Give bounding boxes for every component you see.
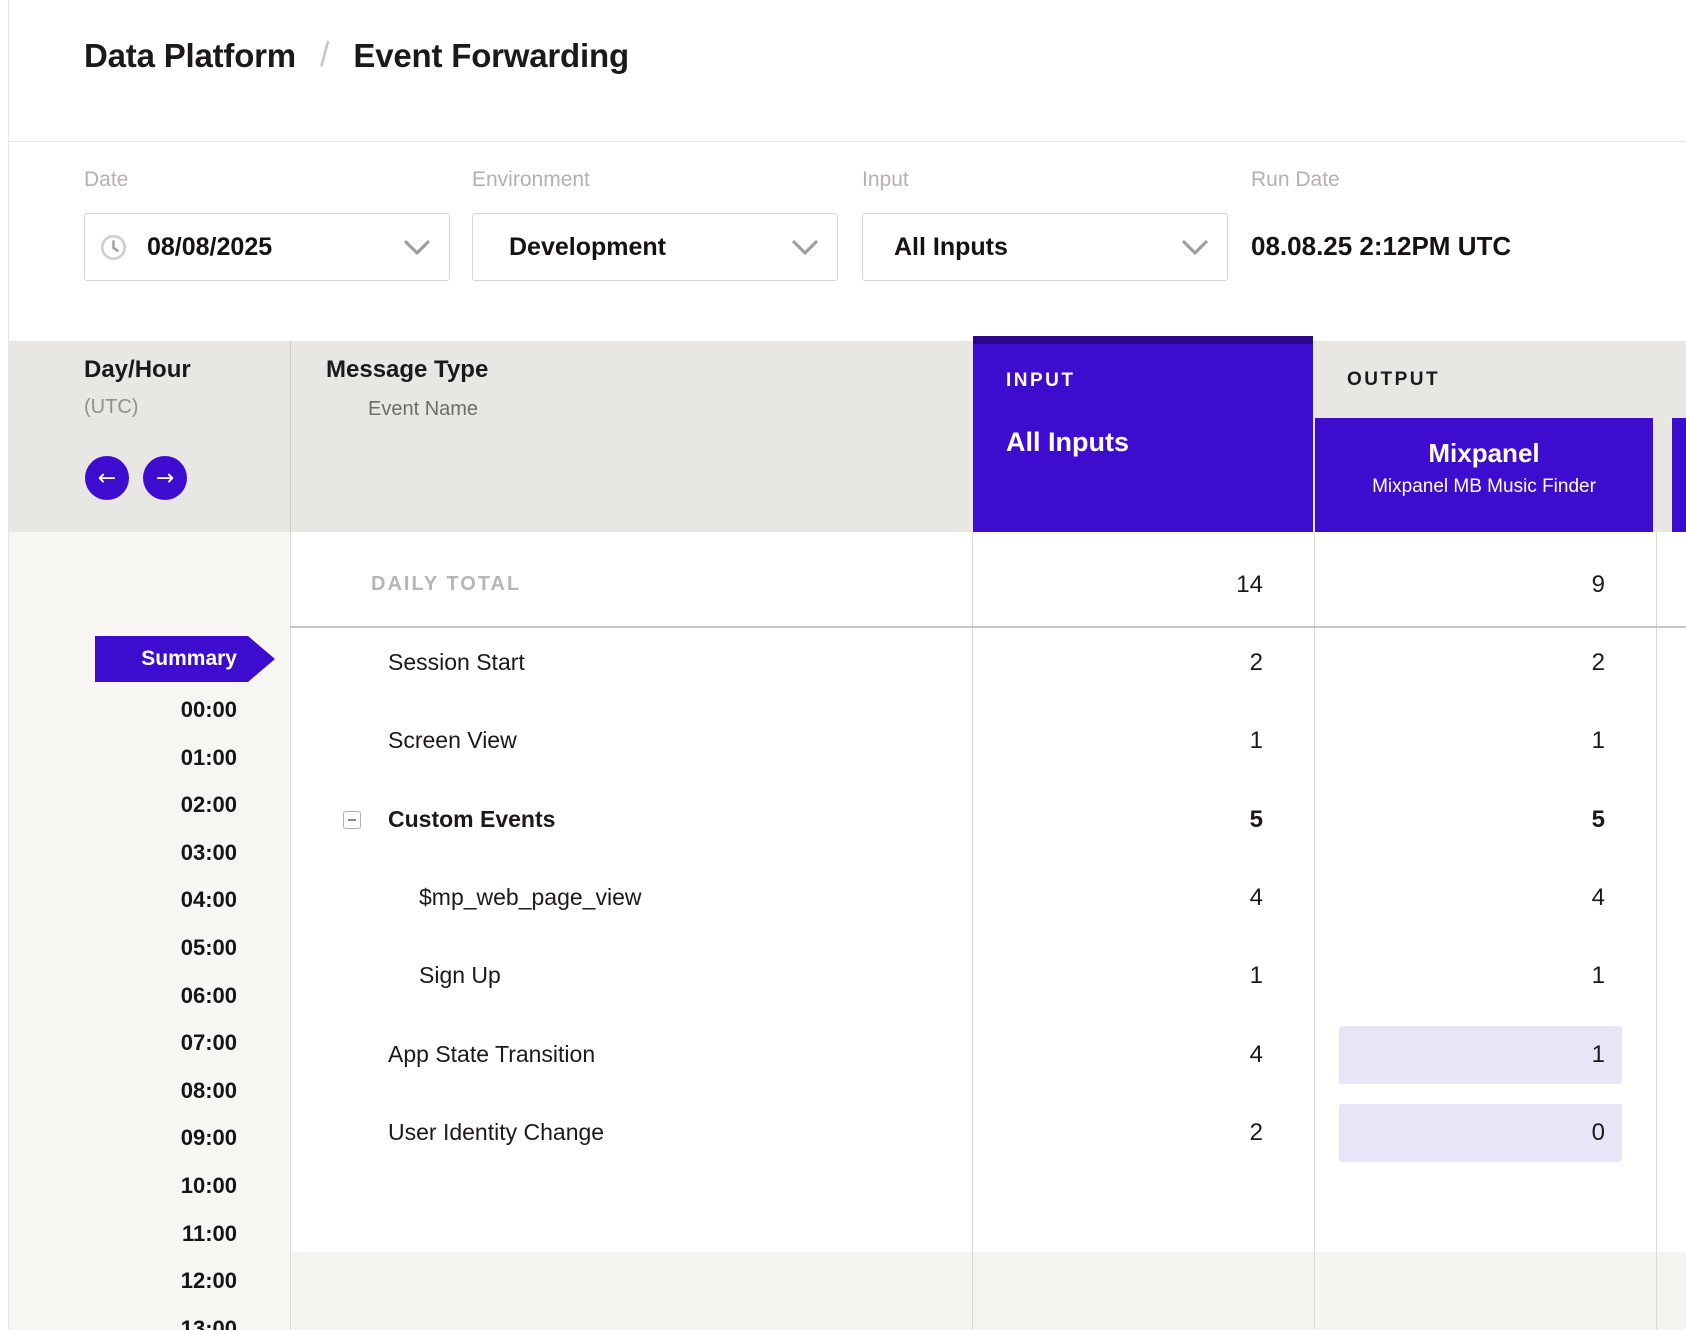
hour-row-label[interactable]: 01:00 bbox=[84, 745, 237, 771]
row-label-custom-events: Custom Events bbox=[388, 806, 555, 833]
collapse-custom-events-button[interactable] bbox=[343, 811, 361, 829]
hour-row-label[interactable]: 12:00 bbox=[84, 1268, 237, 1294]
daily-total-label: DAILY TOTAL bbox=[371, 573, 521, 596]
hour-row-label[interactable]: 08:00 bbox=[84, 1078, 237, 1104]
page-title: Event Forwarding bbox=[353, 37, 629, 75]
output-cell-value: 5 bbox=[1315, 806, 1605, 834]
event-forwarding-page: Data Platform / Event Forwarding Date En… bbox=[0, 0, 1686, 1330]
input-cell-value: 5 bbox=[973, 806, 1263, 834]
run-date-value: 08.08.25 2:12PM UTC bbox=[1251, 231, 1511, 262]
previous-day-button[interactable]: ← bbox=[85, 456, 129, 500]
output-cell-value: 1 bbox=[1315, 962, 1605, 990]
input-filter-label: Input bbox=[862, 168, 909, 192]
next-day-button[interactable]: → bbox=[143, 456, 187, 500]
output-cell-value: 1 bbox=[1315, 727, 1605, 755]
input-dropdown[interactable]: All Inputs bbox=[862, 213, 1228, 281]
date-value: 08/08/2025 bbox=[147, 233, 272, 262]
input-cell-value: 1 bbox=[973, 727, 1263, 755]
chevron-down-icon bbox=[1182, 240, 1208, 256]
row-label-session-start: Session Start bbox=[388, 649, 525, 676]
hour-row-label[interactable]: 00:00 bbox=[84, 697, 237, 723]
chevron-down-icon bbox=[404, 240, 430, 256]
column-divider bbox=[1656, 532, 1657, 1330]
input-cell-value: 2 bbox=[973, 649, 1263, 677]
daily-total-separator-line bbox=[290, 626, 1686, 628]
input-cell-value: 4 bbox=[973, 884, 1263, 912]
arrow-right-icon: → bbox=[156, 466, 174, 491]
hour-row-label[interactable]: 13:00 bbox=[84, 1316, 237, 1330]
chevron-down-icon bbox=[792, 240, 818, 256]
output-cell-value: 1 bbox=[1315, 1041, 1605, 1069]
summary-tab[interactable]: Summary bbox=[95, 636, 248, 682]
hour-row-label[interactable]: 05:00 bbox=[84, 935, 237, 961]
input-cell-value: 4 bbox=[973, 1041, 1263, 1069]
daily-total-input-value: 14 bbox=[973, 571, 1263, 599]
output-connection-title: Mixpanel bbox=[1315, 438, 1653, 469]
input-column-title: All Inputs bbox=[1006, 427, 1129, 458]
breadcrumb-separator: / bbox=[320, 36, 329, 75]
column-divider bbox=[290, 532, 291, 1330]
clock-icon bbox=[100, 234, 127, 261]
input-cell-value: 1 bbox=[973, 962, 1263, 990]
output-mixpanel-header[interactable]: Mixpanel Mixpanel MB Music Finder bbox=[1315, 418, 1653, 532]
row-label-user-identity-change: User Identity Change bbox=[388, 1119, 604, 1146]
input-column-header[interactable]: INPUT All Inputs bbox=[973, 336, 1313, 532]
hour-row-label[interactable]: 03:00 bbox=[84, 840, 237, 866]
column-divider bbox=[290, 341, 291, 532]
input-cell-value: 2 bbox=[973, 1119, 1263, 1147]
event-name-subtitle: Event Name bbox=[368, 398, 478, 421]
breadcrumb-data-platform[interactable]: Data Platform bbox=[84, 37, 296, 75]
hour-row-label[interactable]: 10:00 bbox=[84, 1173, 237, 1199]
output-section-label: OUTPUT bbox=[1347, 369, 1440, 391]
next-output-column-partial bbox=[1672, 418, 1686, 532]
hour-row-label[interactable]: 06:00 bbox=[84, 983, 237, 1009]
message-type-column-title: Message Type bbox=[326, 356, 488, 384]
environment-value: Development bbox=[509, 233, 666, 262]
environment-dropdown[interactable]: Development bbox=[472, 213, 838, 281]
hour-row-label[interactable]: 04:00 bbox=[84, 887, 237, 913]
date-dropdown[interactable]: 08/08/2025 bbox=[84, 213, 450, 281]
hour-row-label[interactable]: 09:00 bbox=[84, 1125, 237, 1151]
day-hour-column-title: Day/Hour bbox=[84, 356, 191, 384]
output-cell-value: 0 bbox=[1315, 1119, 1605, 1147]
daily-total-output-value: 9 bbox=[1315, 571, 1605, 599]
grid-footer-band bbox=[290, 1252, 1686, 1330]
run-date-label: Run Date bbox=[1251, 168, 1340, 192]
date-filter-label: Date bbox=[84, 168, 128, 192]
breadcrumb: Data Platform / Event Forwarding bbox=[84, 36, 629, 75]
row-label-mp-web-page-view: $mp_web_page_view bbox=[419, 884, 642, 911]
hour-row-label[interactable]: 07:00 bbox=[84, 1030, 237, 1056]
output-connection-subtitle: Mixpanel MB Music Finder bbox=[1315, 476, 1653, 498]
header-divider bbox=[9, 141, 1686, 142]
day-hour-timezone: (UTC) bbox=[84, 396, 138, 419]
hour-row-label[interactable]: 11:00 bbox=[84, 1221, 237, 1247]
row-label-sign-up: Sign Up bbox=[419, 962, 501, 989]
row-label-app-state-transition: App State Transition bbox=[388, 1041, 595, 1068]
row-label-screen-view: Screen View bbox=[388, 727, 517, 754]
arrow-left-icon: ← bbox=[98, 466, 116, 491]
output-cell-value: 4 bbox=[1315, 884, 1605, 912]
output-cell-value: 2 bbox=[1315, 649, 1605, 677]
environment-filter-label: Environment bbox=[472, 168, 590, 192]
hour-row-label[interactable]: 02:00 bbox=[84, 792, 237, 818]
input-value: All Inputs bbox=[894, 233, 1008, 262]
input-section-label: INPUT bbox=[1006, 370, 1076, 392]
